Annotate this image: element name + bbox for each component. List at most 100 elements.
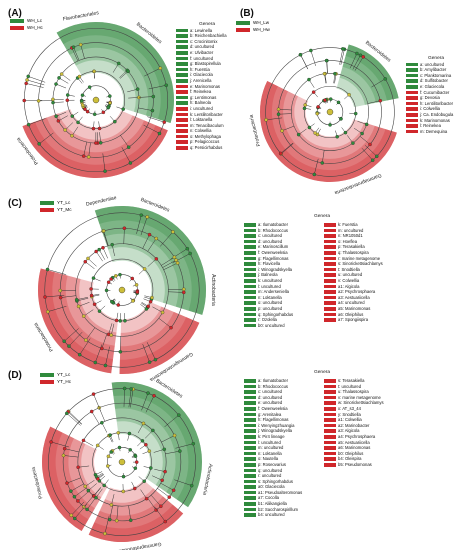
tree-node [94, 141, 98, 145]
legend-text: k: Lentilitoribacter [190, 111, 223, 117]
legend-swatch [244, 485, 256, 489]
tree-node [109, 333, 114, 337]
legend-text: d: uncultured [190, 44, 215, 50]
group-swatch-red [40, 207, 54, 212]
legend-item: e: Marinoscillum [244, 244, 314, 250]
tree-node [149, 466, 153, 470]
legend-text: h: Flavicella [258, 261, 281, 267]
tree-node [145, 215, 149, 219]
tree-node [114, 518, 119, 523]
group-legend: WH_Lc WH_Hc [10, 18, 43, 32]
tree-node [89, 293, 94, 298]
legend-text: b4: uncultured [258, 512, 285, 518]
group-swatch-green [236, 20, 250, 25]
tree-node [22, 98, 26, 103]
legend-item: g: Lentimonas [176, 95, 238, 101]
tree-branch [119, 71, 129, 79]
legend-swatch [324, 234, 336, 238]
tree-node [128, 448, 132, 452]
tree-branch [123, 388, 125, 407]
legend-text: a5: Marinomonas [338, 305, 371, 311]
legend-swatch [176, 90, 188, 94]
legend-swatch [406, 68, 418, 72]
legend-item: a6: Marinomonas [324, 445, 400, 451]
legend-swatch [324, 390, 336, 394]
legend-item: a2: Marinobacter [324, 423, 400, 429]
legend-swatch [244, 446, 256, 450]
clade-highlight [119, 311, 200, 374]
legend-text: l: Reinekea [420, 123, 441, 129]
legend-title: Genera [428, 56, 444, 61]
legend-text: o: Nautella [258, 456, 279, 462]
legend-item: t: Snodtiella [324, 267, 400, 273]
tree-node [85, 507, 89, 512]
tree-node [97, 126, 102, 131]
legend-item: a4: Psychrosphaera [324, 434, 400, 440]
tree-node [358, 53, 363, 58]
legend-swatch [244, 295, 256, 300]
tree-branch [58, 77, 69, 84]
tree-node [108, 94, 112, 98]
legend-swatch [324, 434, 336, 439]
legend-swatch [324, 401, 336, 405]
legend-swatch [324, 418, 336, 422]
legend-swatch [324, 395, 336, 400]
group-swatch-red [40, 379, 54, 384]
tree-branch [66, 477, 81, 484]
legend-text: a2: Marinobacter [338, 422, 370, 428]
legend-item: q: uncultured [244, 468, 314, 474]
tree-branch [349, 53, 358, 69]
legend-item: b2: Saccharospirillum [244, 507, 314, 513]
clade-highlight [155, 446, 202, 508]
legend-swatch [244, 223, 256, 227]
legend-text: g: Lentimonas [190, 94, 217, 100]
legend-swatch [406, 79, 418, 83]
legend-swatch [324, 301, 336, 305]
tree-branch [102, 153, 106, 172]
legend-text: h: Lentilitoribacter [420, 100, 454, 106]
tree-node [86, 155, 91, 159]
tree-branch [101, 333, 108, 349]
tree-node [102, 483, 106, 488]
legend-text: g: Flagellimonas [258, 255, 289, 261]
legend-text: b: Reichenbachiella [190, 33, 227, 39]
group-legend: WH_Lw WH_Hw [236, 20, 270, 34]
legend-item: k: Fuerstia [324, 222, 400, 228]
tree-node [49, 440, 53, 444]
legend-item: k: uncultured [244, 278, 314, 284]
tree-node [92, 112, 97, 117]
legend-item: d: uncultured [244, 239, 314, 245]
legend-item: l: Loktanella [176, 117, 238, 123]
legend-text: p: uncultured [258, 305, 283, 311]
legend-item: v: marine metagenome [324, 395, 400, 401]
tree-node [118, 350, 123, 354]
legend-text: a4: Psychrosphaera [338, 433, 376, 439]
tree-branch [85, 480, 95, 487]
legend-item: c: Planktomarina [406, 73, 466, 79]
legend-item: i: Colwellia [406, 106, 466, 112]
group-name: YT_Lc [57, 372, 71, 377]
legend-swatch [324, 306, 336, 311]
tree-branch [352, 55, 361, 70]
tree-node [71, 45, 76, 49]
tree-branch [68, 331, 83, 347]
legend-text: p: Pelagicoccus [190, 139, 220, 145]
clade-label: Gammaproteobacteria [112, 541, 162, 550]
legend-swatch [406, 62, 418, 67]
legend-swatch [244, 451, 256, 456]
legend-swatch [244, 434, 256, 439]
legend-item: a3: Algicola [324, 428, 400, 434]
clade-highlight [171, 249, 206, 315]
legend-swatch [244, 284, 256, 289]
clade-highlight [88, 504, 184, 542]
legend-swatch [244, 440, 256, 445]
legend-text: g: Devosia [420, 95, 440, 101]
legend-swatch [176, 45, 188, 49]
legend-text: a3: Aestuariicella [338, 294, 370, 300]
tree-node [76, 304, 81, 309]
root-node [118, 458, 126, 466]
tree-branch [28, 118, 46, 125]
tree-node [146, 304, 150, 309]
root-node [326, 108, 334, 116]
tree-node [312, 172, 317, 177]
